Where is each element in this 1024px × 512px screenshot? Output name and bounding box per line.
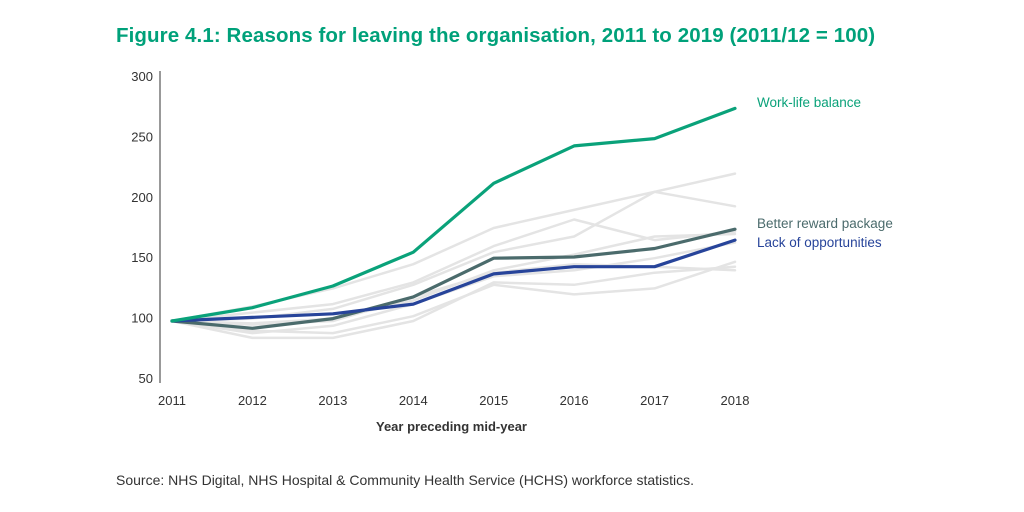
x-axis-title: Year preceding mid-year [376, 419, 527, 434]
x-tick-label: 2015 [479, 393, 508, 408]
y-tick-label: 50 [139, 371, 153, 386]
work-life-balance-label: Work-life balance [757, 95, 861, 110]
work-life-balance-line [170, 106, 737, 323]
x-tick-label: 2014 [399, 393, 428, 408]
y-tick-label: 100 [131, 311, 153, 326]
lack-of-opportunities-line [170, 238, 737, 323]
better-reward-package-line [170, 227, 737, 330]
source-note: Source: NHS Digital, NHS Hospital & Comm… [116, 472, 695, 488]
x-tick-label: 2011 [158, 393, 186, 408]
x-tick-label: 2013 [318, 393, 347, 408]
y-tick-label: 150 [131, 250, 153, 265]
x-tick-label: 2017 [640, 393, 669, 408]
x-tick-label: 2018 [721, 393, 750, 408]
other-reason-line [170, 218, 737, 323]
y-tick-label: 250 [131, 129, 153, 144]
other-reason-line [170, 260, 737, 335]
y-tick-label: 200 [131, 190, 153, 205]
better-reward-package-label: Better reward package [757, 216, 893, 231]
chart-title: Figure 4.1: Reasons for leaving the orga… [116, 24, 876, 47]
other-reason-line [170, 172, 737, 323]
lack-of-opportunities-label: Lack of opportunities [757, 235, 882, 250]
x-tick-label: 2016 [560, 393, 589, 408]
y-tick-label: 300 [131, 69, 153, 84]
x-tick-label: 2012 [238, 393, 267, 408]
